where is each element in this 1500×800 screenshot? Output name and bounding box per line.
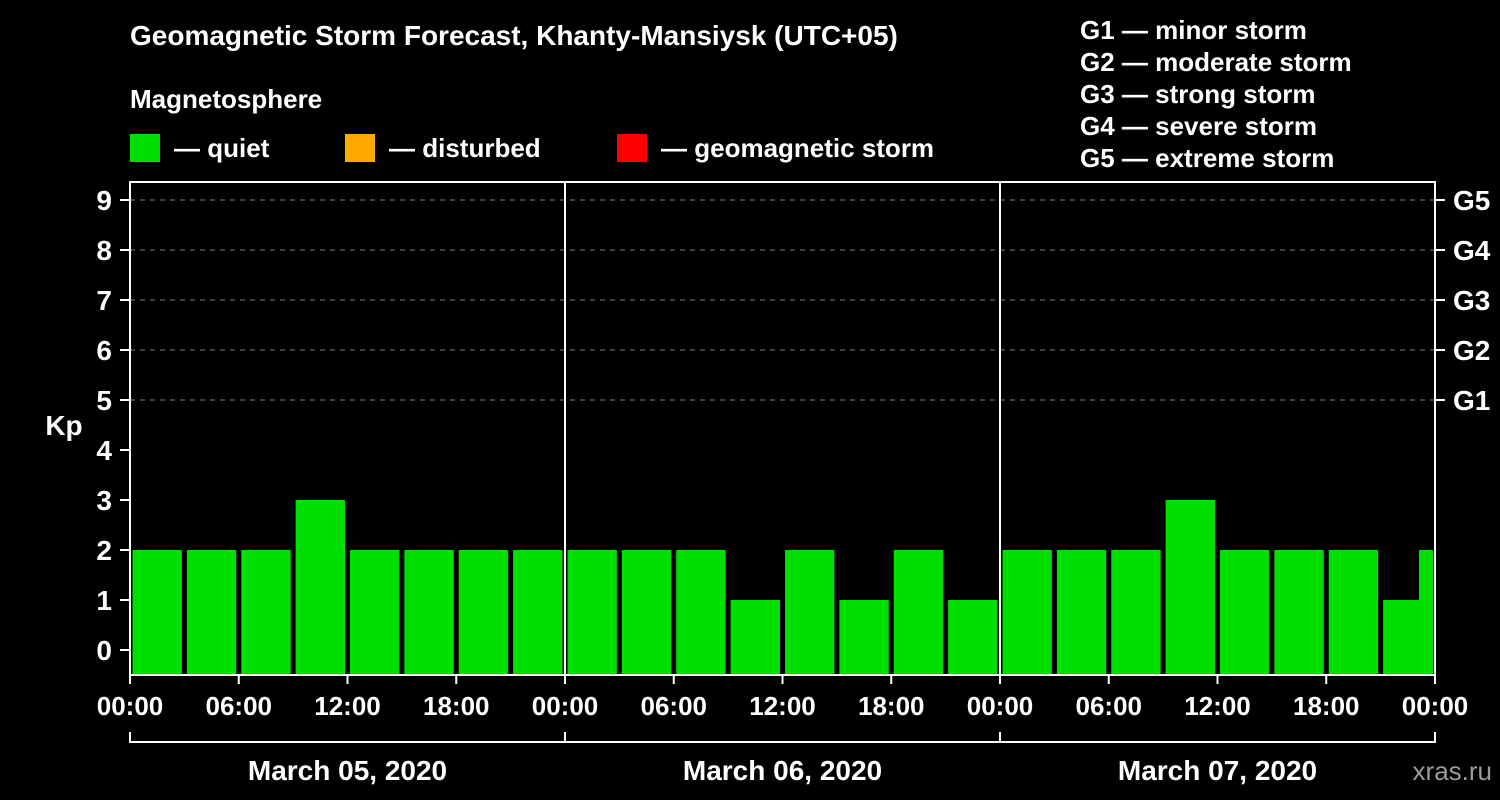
chart-text: 18:00	[423, 691, 490, 721]
kp-bar	[567, 550, 617, 675]
kp-bar	[132, 550, 182, 675]
kp-bar	[295, 500, 345, 675]
kp-bar	[241, 550, 291, 675]
legend-item-storm: — geomagnetic storm	[617, 133, 934, 163]
chart-text: G5	[1453, 185, 1490, 216]
kp-bar	[785, 550, 835, 675]
kp-bar	[1274, 550, 1324, 675]
chart-text: 00:00	[97, 691, 164, 721]
quiet-label: — quiet	[174, 132, 270, 163]
chart-text: March 07, 2020	[1118, 755, 1317, 786]
kp-bar	[621, 550, 672, 675]
kp-bar	[513, 550, 563, 675]
chart-text: G2	[1453, 335, 1490, 366]
storm-swatch	[617, 134, 647, 162]
kp-bar	[893, 550, 944, 675]
chart-text: 00:00	[1402, 691, 1469, 721]
day-bracket	[999, 732, 1436, 743]
kp-bar	[1220, 550, 1270, 675]
chart-text: 4	[96, 435, 112, 466]
chart-text: 18:00	[1293, 691, 1360, 721]
chart-text: 18:00	[858, 691, 925, 721]
watermark: xras.ru	[1413, 756, 1492, 786]
g2-legend-line: G2 — moderate storm	[1080, 47, 1352, 77]
chart-text: 00:00	[967, 691, 1034, 721]
chart-text: March 06, 2020	[683, 755, 882, 786]
chart-text: March 05, 2020	[248, 755, 447, 786]
disturbed-label: — disturbed	[389, 132, 541, 163]
g5-legend-line: G5 — extreme storm	[1080, 143, 1335, 173]
legend-item-disturbed: — disturbed	[345, 133, 541, 163]
g4-legend-line: G4 — severe storm	[1080, 111, 1318, 141]
chart-text: 06:00	[206, 691, 273, 721]
disturbed-swatch	[345, 134, 375, 162]
chart-text: 3	[96, 485, 112, 516]
chart-text: Kp	[45, 410, 82, 441]
quiet-swatch	[130, 134, 160, 162]
chart-text: 12:00	[1184, 691, 1251, 721]
chart-text: 2	[96, 535, 112, 566]
kp-bar	[839, 600, 889, 675]
chart-text: 06:00	[641, 691, 708, 721]
chart-text: G4	[1453, 235, 1491, 266]
page-title: Geomagnetic Storm Forecast, Khanty-Mansi…	[130, 20, 898, 51]
chart-text: 5	[96, 385, 112, 416]
chart-text: 0	[96, 635, 112, 666]
chart-text: 12:00	[314, 691, 381, 721]
chart-text: 9	[96, 185, 112, 216]
g1-legend-line: G1 — minor storm	[1080, 15, 1307, 45]
chart-text: 12:00	[749, 691, 816, 721]
kp-bar	[1165, 500, 1215, 675]
kp-bar	[1056, 550, 1107, 675]
legend-item-quiet: — quiet	[130, 133, 269, 163]
kp-bar	[1328, 550, 1379, 675]
kp-bar	[948, 600, 998, 675]
kp-bar	[1111, 550, 1161, 675]
kp-bar	[404, 550, 454, 675]
kp-bar	[186, 550, 237, 675]
kp-bar	[676, 550, 726, 675]
g-scale-legend: G1 — minor storm G2 — moderate storm G3 …	[1080, 14, 1352, 174]
magnetosphere-label: Magnetosphere	[130, 84, 323, 114]
day-bracket	[129, 732, 566, 743]
chart-text: 6	[96, 335, 112, 366]
day-bracket	[564, 732, 1001, 743]
kp-bar-partial	[1419, 550, 1433, 675]
g3-legend-line: G3 — strong storm	[1080, 79, 1316, 109]
kp-bar	[1002, 550, 1052, 675]
chart-text: 00:00	[532, 691, 599, 721]
chart-text: G3	[1453, 285, 1490, 316]
chart-text: 1	[96, 585, 112, 616]
kp-bar	[350, 550, 400, 675]
storm-label: — geomagnetic storm	[661, 132, 935, 163]
chart-text: G1	[1453, 385, 1490, 416]
kp-bar	[458, 550, 509, 675]
chart-text: 06:00	[1076, 691, 1143, 721]
chart-text: 7	[96, 285, 112, 316]
kp-bar	[730, 600, 780, 675]
chart-text: 8	[96, 235, 112, 266]
